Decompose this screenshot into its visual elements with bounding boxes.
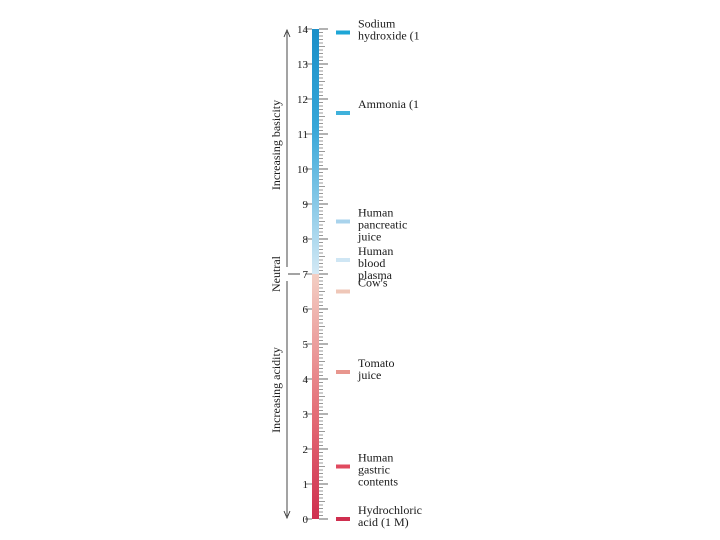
substance-label-line: Tomato — [358, 356, 395, 370]
substance-label-line: Human — [358, 244, 393, 258]
substance-marker — [336, 517, 350, 521]
ph-scale-bar — [312, 29, 319, 519]
substance-label-line: blood — [358, 256, 385, 270]
substance-marker — [336, 289, 350, 294]
substance-label-line: pancreatic — [358, 218, 407, 232]
substance-label-line: Human — [358, 451, 393, 465]
tick-label: 9 — [303, 199, 309, 211]
tick-label: 0 — [303, 514, 309, 526]
tick-label: 13 — [297, 59, 309, 71]
substance-marker — [336, 258, 350, 262]
tick-label: 1 — [303, 479, 309, 491]
substance-label-line: hydroxide (1 — [358, 29, 420, 43]
neutral-label: Neutral — [269, 255, 283, 292]
substance-label: Sodium hydroxide (1 — [358, 17, 420, 43]
substance-label: Human blood plasma — [358, 244, 393, 282]
substance-marker — [336, 111, 350, 115]
increasing-acidity-label: Increasing acidity — [269, 347, 283, 433]
substance-label-line: contents — [358, 475, 398, 489]
substance-label-line: Ammonia (1 — [358, 97, 419, 111]
substance-label: Cow's — [358, 276, 388, 290]
tick-label: 4 — [303, 374, 309, 386]
substance-label: Human gastric contents — [358, 451, 398, 489]
substance-label-line: plasma — [358, 268, 393, 282]
increasing-basicity-label: Increasing basicity — [269, 100, 283, 190]
substance-marker — [336, 30, 350, 35]
tick-label: 2 — [303, 444, 309, 456]
substance-label-line: juice — [357, 368, 381, 382]
substance-label-line: Cow's — [358, 276, 388, 290]
substance-label-line: acid (1 M) — [358, 515, 409, 529]
tick-label: 5 — [303, 339, 309, 351]
ph-scale-ticks — [305, 28, 328, 520]
substance-marker — [336, 370, 350, 374]
substance-marker — [336, 219, 350, 224]
substance-label: Hydrochloric acid (1 M) — [358, 503, 422, 529]
substance-label-line: gastric — [358, 463, 390, 477]
substance-label-line: juice — [357, 230, 381, 244]
tick-label: 7 — [303, 269, 309, 281]
tick-label: 11 — [297, 129, 308, 141]
substance-label: Tomato juice — [357, 356, 395, 382]
substance-label-line: Hydrochloric — [358, 503, 422, 517]
substance-marker — [336, 464, 350, 469]
tick-label: 14 — [297, 24, 309, 36]
substance-label: Human pancreatic juice — [357, 206, 407, 244]
basicity-arrowhead — [283, 28, 291, 38]
tick-label: 8 — [303, 234, 309, 246]
substance-label-line: Sodium — [358, 17, 396, 31]
substance-label-line: Human — [358, 206, 393, 220]
substance-label: Ammonia (1 — [358, 97, 419, 111]
acidity-arrowhead — [283, 510, 291, 520]
tick-label: 10 — [297, 164, 309, 176]
tick-label: 6 — [303, 304, 309, 316]
tick-label: 12 — [297, 94, 308, 106]
tick-label: 3 — [303, 409, 309, 421]
